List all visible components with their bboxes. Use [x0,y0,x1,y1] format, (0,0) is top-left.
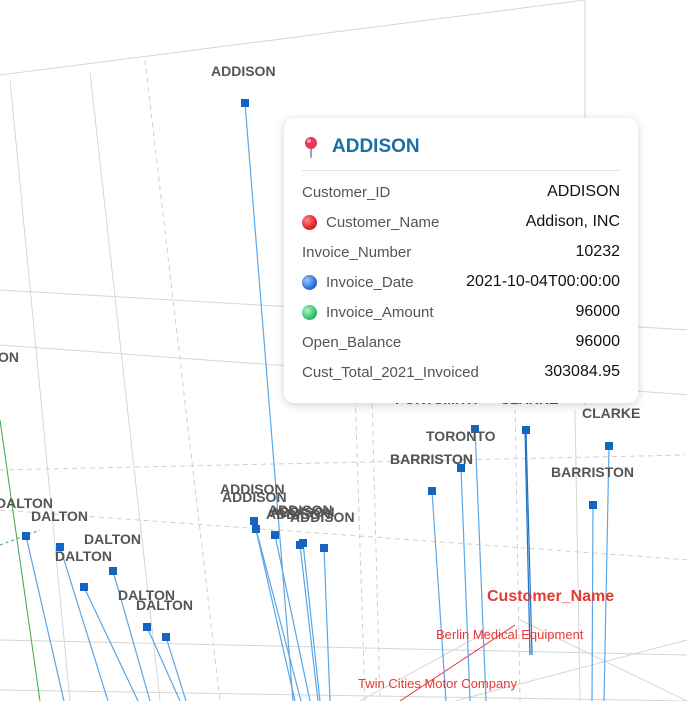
data-point-marker[interactable] [22,532,30,540]
data-point-marker[interactable] [252,525,260,533]
tooltip-row-key: Customer_ID [302,183,391,201]
tooltip-row-key: Invoice_Number [302,243,412,261]
stem-line [524,429,531,656]
axis-tick-label: Berlin Medical Equipment [436,627,584,642]
point-label: ON [0,349,19,365]
stem-line [431,490,447,701]
stem-line [591,504,594,701]
point-label: BARRISTON [390,451,473,467]
tooltip-title: ADDISON [332,136,420,157]
tooltip-row-value: 303084.95 [544,363,620,380]
tooltip-row: Invoice_Amount 96000 [302,297,620,327]
stem-line [59,546,109,701]
point-label: DALTON [118,587,175,603]
tooltip-row-key: Open_Balance [302,333,402,351]
tooltip-header: ADDISON [302,132,620,171]
tooltip-rows: Customer_ID ADDISON Customer_Name Addison, … [302,177,620,387]
stems [25,102,610,701]
data-point-marker[interactable] [143,623,151,631]
point-label: BARRISTON [390,451,473,467]
stem-line [25,535,65,701]
tooltip-row-key: Invoice_Date [302,274,414,291]
tooltip-row: Customer_ID ADDISON [302,177,620,207]
tooltip-row: Invoice_Number 10232 [302,237,620,267]
point-label: DALTON [0,495,53,511]
stem-line [274,534,311,701]
point-label: CLARKE [582,405,640,421]
point-labels: ADDISONONDALTONDALTONDALTONDALTONDALTOND… [0,63,640,613]
data-point-marker[interactable] [605,442,613,450]
stem-line [244,102,294,701]
point-label: ADDISON [266,506,331,522]
legend-dot-icon [302,274,317,290]
data-point-marker[interactable] [457,464,465,472]
stem-line [146,626,181,701]
point-label: DALTON [84,531,141,547]
markers[interactable] [0,99,613,641]
data-point-marker[interactable] [589,501,597,509]
tooltip-row: Customer_Name Addison, INC [302,207,620,237]
point-label: TORONTO [426,428,496,444]
point-label: ADDISON [268,502,333,518]
data-point-marker[interactable] [162,633,170,641]
data-point-marker[interactable] [471,425,479,433]
point-label: ADDISON [290,509,355,525]
data-point-marker[interactable] [56,543,64,551]
data-point-marker[interactable] [80,583,88,591]
point-label: DALTON [55,548,112,564]
tooltip-row: Open_Balance 96000 [302,327,620,357]
data-point-marker[interactable] [522,426,530,434]
tooltip-row: Cust_Total_2021_Invoiced 303084.95 [302,357,620,387]
point-label: ADDISON [211,63,276,79]
stem-line [323,547,331,701]
stem-line [253,520,296,701]
stem-line [112,570,151,701]
map-pin-icon [302,136,320,158]
data-point-marker[interactable] [250,517,258,525]
tooltip-row-value: 10232 [575,243,621,260]
stem-line [165,636,187,701]
legend-dot-icon [302,214,317,230]
stem-line [474,428,487,701]
data-point-marker[interactable] [299,539,307,547]
tooltip-row-key: Invoice_Amount [302,304,434,321]
tooltip-row-value: Addison, INC [525,213,620,230]
point-label: ADDISON [222,489,287,505]
axis-title-customer-name: Customer_Name [487,588,614,605]
stem-line [302,542,321,701]
tooltip-row-value: 96000 [575,333,621,350]
point-label: DALTON [31,508,88,524]
data-point-marker[interactable] [109,567,117,575]
tooltip-row-key: Customer_Name [302,214,439,231]
data-point-marker[interactable] [320,544,328,552]
stem-line [525,429,533,656]
tooltip-row-value: 2021-10-04T00:00:00 [466,273,620,290]
legend-dot-icon [302,304,317,320]
stem-line [603,445,610,701]
tooltip-row-value: 96000 [575,303,621,320]
point-label: BARRISTON [551,464,634,480]
axis-tick-label: Twin Cities Motor Company [358,676,517,691]
stem-line [299,544,319,701]
tooltip-row-key: Cust_Total_2021_Invoiced [302,363,479,381]
data-point-marker[interactable] [428,487,436,495]
point-label: ADDISON [270,504,335,520]
stem-line [83,586,139,701]
point-label: DALTON [136,597,193,613]
point-label: ADDISON [220,481,285,497]
tooltip-row: Invoice_Date 2021-10-04T00:00:00 [302,267,620,297]
stem-line [460,467,471,701]
stem-line [255,528,302,701]
tooltip: ADDISON Customer_ID ADDISON Customer_Name A… [284,118,638,403]
tooltip-row-value: ADDISON [547,183,620,200]
data-point-marker[interactable] [241,99,249,107]
data-point-marker[interactable] [271,531,279,539]
